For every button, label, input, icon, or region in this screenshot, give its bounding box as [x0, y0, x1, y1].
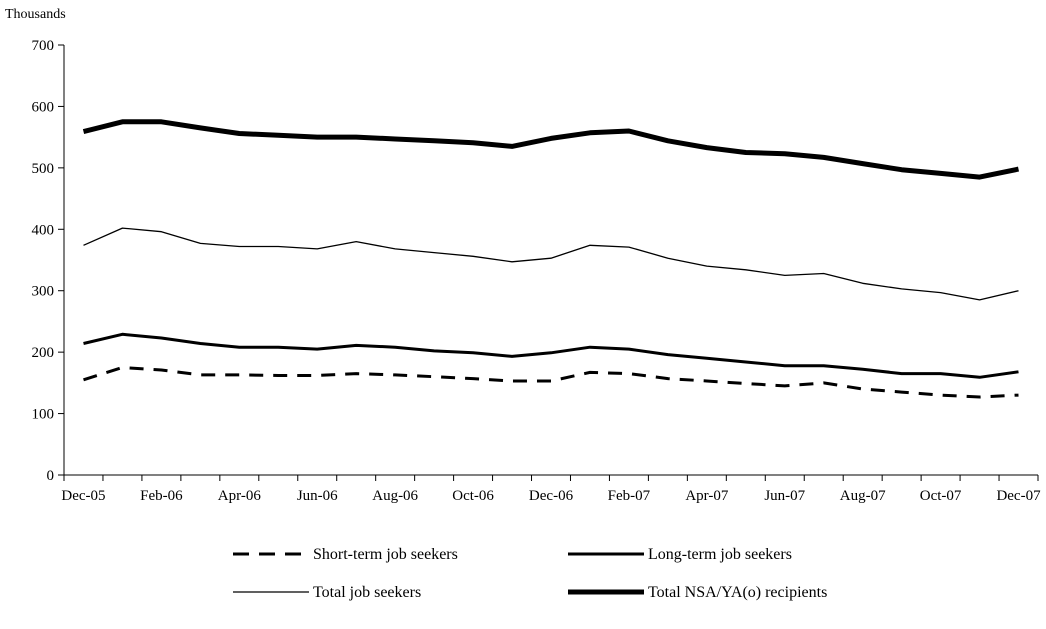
series-layer — [82, 119, 1020, 399]
y-tick-label: 700 — [32, 38, 55, 54]
x-tick-label: Oct-07 — [920, 488, 962, 504]
y-tick-label: 0 — [47, 468, 55, 484]
legend-label: Short-term job seekers — [313, 546, 458, 563]
legend-label: Total job seekers — [313, 584, 421, 601]
legend-label: Long-term job seekers — [648, 546, 792, 563]
y-tick-label: 100 — [32, 407, 55, 423]
y-tick-label: 600 — [32, 99, 55, 115]
x-tick-label: Apr-07 — [685, 488, 729, 504]
x-tick-label: Feb-07 — [608, 488, 651, 504]
axes: 0 100 200 300 400 500 600 700 Dec-05 Feb-06 Apr-06… — [32, 38, 1042, 504]
legend-label: Total NSA/YA(o) recipients — [648, 584, 827, 601]
x-tick-label: Dec-07 — [996, 488, 1041, 504]
legend: Short-term job seekers Long-term job seek… — [233, 546, 827, 601]
y-axis-unit-label: Thousands — [5, 7, 66, 22]
x-tick-label: Aug-06 — [372, 488, 418, 504]
series-line — [83, 227, 1019, 301]
y-tick-label: 400 — [32, 222, 55, 238]
series-line — [83, 332, 1019, 379]
y-tick-label: 500 — [32, 161, 55, 177]
x-tick-label: Dec-05 — [61, 488, 105, 504]
x-tick-label: Feb-06 — [140, 488, 183, 504]
y-tick-label: 300 — [32, 284, 55, 300]
series-line — [82, 119, 1020, 180]
x-tick-label: Apr-06 — [218, 488, 262, 504]
x-tick-label: Jun-06 — [297, 488, 338, 504]
x-tick-label: Aug-07 — [840, 488, 886, 504]
x-tick-label: Oct-06 — [452, 488, 494, 504]
y-tick-label: 200 — [32, 345, 55, 361]
x-tick-label: Dec-06 — [529, 488, 574, 504]
x-tick-label: Jun-07 — [764, 488, 805, 504]
